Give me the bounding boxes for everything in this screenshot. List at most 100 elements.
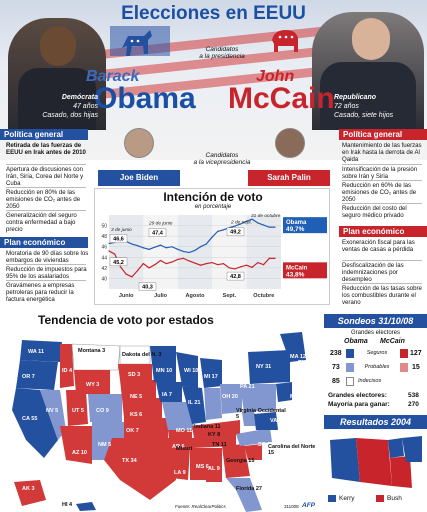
- y-tick-label: 46: [101, 245, 107, 251]
- value-box: [138, 282, 157, 291]
- data-point: [125, 273, 127, 275]
- mccain-last-name: McCain: [228, 82, 335, 115]
- state-label: AL 9: [208, 466, 220, 472]
- polls-mccain-probables: 15: [412, 364, 420, 371]
- state-label: AK 3: [22, 486, 35, 492]
- right-economico-item: Reducción de las tasas sobre los combust…: [342, 285, 422, 306]
- state-label: TX 34: [122, 458, 137, 464]
- palin-label: Sarah Palin: [248, 170, 330, 186]
- left-politica-item: Apertura de discusiones con Irán, Siria,…: [6, 166, 84, 187]
- left-politica-item: Retirada de las fuerzas de EEUU en Irak …: [6, 142, 86, 156]
- chart-annotation: 31 de octubre: [251, 213, 281, 219]
- obama-party: Demócrata: [61, 94, 98, 101]
- right-politica-item: Mantenimiento de las fuerzas en Irak has…: [342, 142, 422, 163]
- x-tick-label: Octubre: [253, 293, 274, 299]
- state-label: NV 5: [46, 408, 59, 414]
- chart-annotation: 3 de junio: [111, 227, 132, 233]
- data-point: [205, 263, 207, 265]
- state-label: UT 5: [72, 408, 84, 414]
- data-point: [222, 263, 225, 265]
- data-point: [159, 244, 162, 246]
- series-line-mccain: [108, 250, 275, 278]
- mccain-party: Republicano: [334, 94, 377, 101]
- data-point: [142, 247, 144, 249]
- data-point: [222, 229, 225, 231]
- data-point: [274, 257, 276, 259]
- x-tick-label: Junio: [119, 293, 134, 299]
- obama-last-name: Obama: [94, 82, 196, 115]
- results-2004-title: Resultados 2004: [324, 415, 427, 429]
- state-label: Misuri: [176, 446, 193, 452]
- data-point: [148, 267, 150, 269]
- data-point: [177, 248, 179, 250]
- month-band: [143, 215, 178, 289]
- state-label: Indiana 11: [194, 424, 221, 430]
- data-point: [182, 250, 185, 253]
- state-label: NY 31: [256, 364, 272, 370]
- state-label: IL 21: [188, 400, 201, 406]
- x-tick-label: Agosto: [186, 293, 206, 299]
- data-point: [148, 248, 150, 250]
- data-point: [159, 259, 162, 262]
- obama-first-name: Barack: [86, 68, 140, 85]
- y-tick-label: 40: [101, 276, 107, 282]
- data-point: [251, 218, 253, 220]
- polls-row-label: Probables: [364, 364, 390, 370]
- data-point: [137, 245, 139, 247]
- polls-obama-seguros: 238: [330, 350, 342, 357]
- data-point: [251, 266, 253, 268]
- state-label: MS 6: [196, 464, 209, 470]
- data-point: [154, 246, 156, 248]
- data-point: [142, 263, 144, 265]
- series-line-obama: [108, 218, 275, 254]
- page-title: Elecciones en EEUU: [121, 3, 306, 24]
- state-map-panel: Tendencia de voto por estados: [0, 308, 323, 512]
- polls-obama-probables: 73: [332, 364, 340, 371]
- data-point: [171, 246, 173, 248]
- grandes-electores-label: Grandes electores:: [328, 392, 387, 399]
- series-tag-obama: [283, 217, 327, 234]
- state-label: CA 55: [22, 416, 38, 422]
- obama-family: Casado, dos hijas: [42, 112, 98, 119]
- data-point: [199, 264, 202, 266]
- data-point: [257, 222, 259, 224]
- mccain-first-name: John: [256, 68, 295, 85]
- state-label: MA 12: [290, 354, 306, 360]
- series-name: McCain: [286, 265, 308, 271]
- state-label: MD 10: [290, 394, 307, 400]
- grandes-electores-value: 538: [408, 392, 419, 399]
- polls-indecisos-value: 85: [332, 378, 340, 385]
- left-economico-item: Moratoria de 90 días sobre los embargos …: [6, 250, 89, 264]
- y-tick-label: 44: [101, 255, 107, 261]
- state-label: MI 17: [204, 374, 218, 380]
- data-point: [165, 247, 167, 249]
- state-label: DC 3: [296, 402, 309, 408]
- data-point: [114, 253, 116, 255]
- data-point: [108, 250, 110, 252]
- palin-photo: [275, 128, 305, 158]
- bush-label: Bush: [387, 495, 402, 502]
- data-label: 45,2: [113, 260, 124, 266]
- state-label: NE 5: [130, 394, 143, 400]
- data-point: [194, 262, 196, 264]
- left-politica-item: Generalización del seguro contra enferme…: [6, 212, 77, 233]
- data-point: [262, 224, 265, 226]
- obama-age: 47 años: [73, 103, 98, 110]
- data-label: 40,3: [142, 285, 153, 291]
- state-label: AR 6: [172, 444, 185, 450]
- left-economico-header: Plan económico: [0, 237, 88, 248]
- data-point: [240, 223, 242, 225]
- data-point: [131, 276, 133, 278]
- state-label: Virginia Occidental 5: [236, 408, 286, 420]
- right-economico-item: Desfiscalización de las indemnizaciones …: [342, 262, 404, 283]
- credit-code: 311008: [284, 504, 299, 509]
- polls-mccain-seguros: 127: [410, 350, 422, 357]
- state-label: Dakota del N. 3: [122, 352, 162, 358]
- right-economico-item: Exoneración fiscal para las ventas de ca…: [342, 239, 415, 253]
- left-economico-item: Reducción de impuestos para 95% de los a…: [6, 266, 87, 280]
- right-economico-header: Plan económico: [339, 226, 427, 237]
- state-label: WA 11: [28, 349, 44, 355]
- state-label: HI 4: [62, 502, 73, 508]
- data-point: [108, 242, 110, 245]
- x-tick-label: Julio: [154, 293, 167, 299]
